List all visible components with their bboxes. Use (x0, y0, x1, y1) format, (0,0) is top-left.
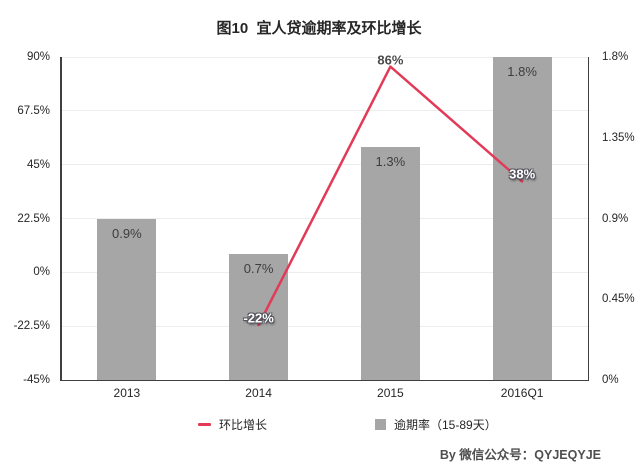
x-axis-category-label: 2014 (245, 386, 272, 400)
left-axis-tick-label: -45% (23, 374, 50, 386)
left-axis-line (60, 57, 62, 381)
line-point-label: 86% (377, 52, 404, 68)
overdue-rate-bar (360, 146, 420, 380)
x-axis-category-label: 2013 (113, 386, 141, 400)
grid-line (61, 56, 588, 58)
legend-item-overdue: 逾期率（15-89天） (375, 416, 497, 432)
x-axis-category-label: 2015 (377, 386, 404, 400)
left-axis-tick-label: 45% (26, 158, 50, 171)
right-axis-tick-label: 1.8% (602, 51, 629, 63)
right-axis-line (587, 57, 589, 381)
square-legend-marker-icon (375, 418, 386, 430)
left-axis-tick-label: 67.5% (17, 104, 50, 117)
bar-value-label: 0.9% (112, 225, 142, 241)
line-legend-marker-icon (198, 422, 211, 426)
watermark-credit: By 微信公众号：QYJEQYJE (439, 448, 601, 462)
x-axis-line (60, 379, 589, 381)
left-axis-tick-label: -22.5% (13, 320, 50, 333)
line-point-label: 38% (509, 166, 536, 182)
line-point-label: -22% (243, 310, 274, 326)
legend-label-growth: 环比增长 (219, 417, 268, 432)
right-axis-tick-label: 0.45% (602, 293, 635, 306)
bar-value-label: 1.3% (375, 153, 406, 169)
chart-title: 图10 宜人贷逾期率及环比增长 (216, 20, 422, 37)
overdue-rate-bar (97, 218, 157, 380)
overdue-rate-bar (492, 57, 552, 380)
bar-value-label: 0.7% (243, 261, 274, 277)
bar-value-label: 1.8% (507, 64, 537, 79)
right-axis-tick-label: 0.9% (602, 212, 629, 225)
legend-item-growth: 环比增长 (198, 416, 267, 432)
left-axis-tick-label: 22.5% (17, 212, 50, 225)
right-axis-tick-label: 1.35% (602, 131, 635, 144)
legend-label-overdue: 逾期率（15-89天） (394, 417, 497, 432)
right-axis-tick-label: 0% (602, 374, 619, 386)
x-axis-category-label: 2016Q1 (500, 386, 544, 400)
left-axis-tick-label: 90% (26, 51, 50, 63)
left-axis-tick-label: 0% (33, 266, 50, 279)
